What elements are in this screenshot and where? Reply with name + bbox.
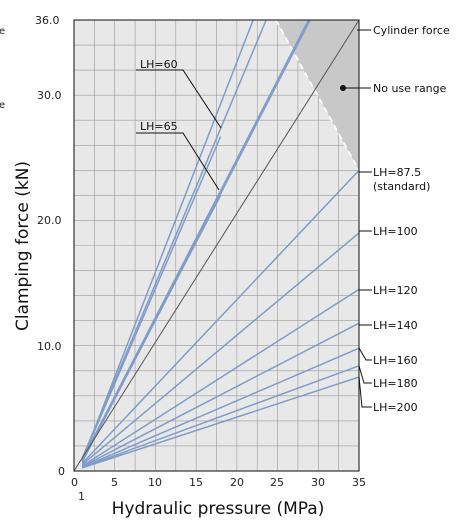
- y-tick-0: 0: [58, 465, 65, 478]
- series-line-lh-200: [81, 376, 360, 469]
- series-line-lh-65: [81, 195, 222, 462]
- series-line-lh-140: [81, 322, 360, 468]
- x-axis-label: Hydraulic pressure (MPa): [112, 499, 325, 519]
- x-axis-ticks: 0 1 5 10 15 20 25 30 35: [71, 476, 366, 503]
- series-line-lh-87-5: [81, 169, 360, 464]
- y-axis-ticks: 36.0 30.0 20.0 10.0 0: [35, 14, 65, 478]
- y-tick-10: 10.0: [37, 340, 62, 353]
- x-tick-10: 10: [148, 476, 162, 489]
- steep-line-1: [81, 19, 310, 461]
- series-line-lh-100: [81, 232, 360, 466]
- series-lines: [73, 19, 360, 472]
- series-line-lh-60: [81, 136, 222, 461]
- label-no-use-range: No use range: [373, 82, 447, 95]
- label-lh200: LH=200: [373, 401, 418, 414]
- y-tick-20: 20.0: [37, 214, 62, 227]
- leader-lh160: [358, 347, 372, 361]
- leader-lh180: [358, 365, 372, 384]
- x-tick-30: 30: [311, 476, 325, 489]
- label-lh140: LH=140: [373, 319, 418, 332]
- label-cylinder-force: Cylinder force: [373, 24, 450, 37]
- no-use-range-marker: [340, 85, 346, 91]
- left-edge-text-mid: e: [0, 100, 5, 111]
- y-tick-36: 36.0: [35, 14, 60, 27]
- x-tick-5: 5: [111, 476, 118, 489]
- x-tick-25: 25: [270, 476, 284, 489]
- label-lh87-5: LH=87.5: [373, 166, 421, 179]
- series-line-lh-160: [81, 347, 360, 468]
- label-lh87-5-standard: (standard): [373, 180, 430, 193]
- x-tick-sub: 1: [78, 490, 85, 503]
- plot-frame: [73, 19, 360, 472]
- left-edge-text-top: e: [0, 26, 5, 37]
- steep-line-0: [81, 19, 267, 459]
- x-tick-0: 0: [71, 476, 78, 489]
- label-lh60: LH=60: [140, 58, 178, 71]
- no-use-range-boundary: [275, 19, 360, 171]
- series-line-lh-180: [81, 365, 360, 469]
- leader-lh65: [136, 132, 220, 191]
- label-lh160: LH=160: [373, 354, 418, 367]
- leader-lh60: [136, 69, 222, 129]
- leader-lh200: [358, 376, 372, 408]
- cylinder-force-line: [73, 19, 360, 472]
- label-lh180: LH=180: [373, 377, 418, 390]
- series-line-lh-120: [81, 288, 360, 467]
- label-lh100: LH=100: [373, 225, 418, 238]
- annotation-leaders: [136, 29, 372, 408]
- x-tick-20: 20: [230, 476, 244, 489]
- y-axis-label: Clamping force (kN): [13, 161, 33, 331]
- label-lh65: LH=65: [140, 120, 178, 133]
- label-lh120: LH=120: [373, 284, 418, 297]
- x-tick-35: 35: [352, 476, 366, 489]
- x-tick-15: 15: [189, 476, 203, 489]
- steep-line-2: [81, 19, 254, 462]
- y-tick-30: 30.0: [37, 89, 62, 102]
